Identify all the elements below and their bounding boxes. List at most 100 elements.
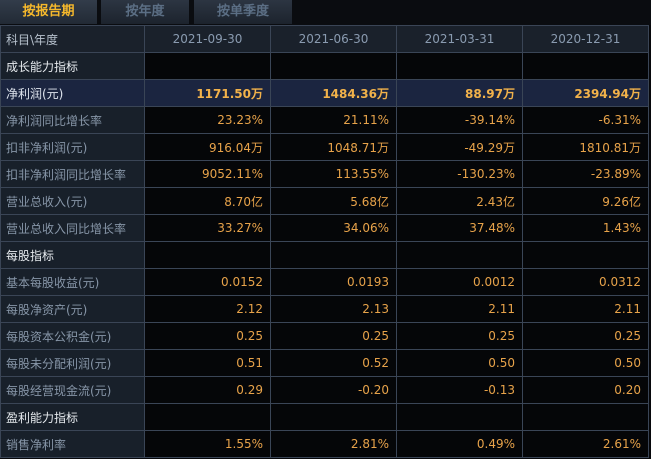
- cell-value: 88.97万: [396, 79, 523, 107]
- cell-value: -0.13: [396, 376, 523, 404]
- section-header-row: 成长能力指标: [0, 52, 649, 80]
- table-row[interactable]: 扣非净利润同比增长率 9052.11% 113.55% -130.23% -23.89%: [0, 160, 649, 188]
- cell-value: 0.51: [144, 349, 271, 377]
- cell-value: [396, 52, 523, 80]
- table-row[interactable]: 扣非净利润(元) 916.04万 1048.71万 -49.29万 1810.81万: [0, 133, 649, 161]
- cell-value: [396, 241, 523, 269]
- cell-value: 113.55%: [270, 160, 397, 188]
- cell-value: -130.23%: [396, 160, 523, 188]
- cell-value: -49.29万: [396, 133, 523, 161]
- cell-value: 0.49%: [396, 430, 523, 458]
- cell-value: 0.0193: [270, 268, 397, 296]
- table-row[interactable]: 营业总收入(元) 8.70亿 5.68亿 2.43亿 9.26亿: [0, 187, 649, 215]
- cell-value: 0.25: [396, 322, 523, 350]
- table-row[interactable]: 净利润同比增长率 23.23% 21.11% -39.14% -6.31%: [0, 106, 649, 134]
- cell-value: [144, 241, 271, 269]
- row-label: 成长能力指标: [0, 52, 145, 80]
- cell-value: 0.25: [144, 322, 271, 350]
- cell-value: 0.25: [270, 322, 397, 350]
- row-label: 销售净利率: [0, 430, 145, 458]
- cell-value: 33.27%: [144, 214, 271, 242]
- column-header-period[interactable]: 2020-12-31: [522, 25, 649, 53]
- table-row[interactable]: 营业总收入同比增长率 33.27% 34.06% 37.48% 1.43%: [0, 214, 649, 242]
- cell-value: 1171.50万: [144, 79, 271, 107]
- row-label: 每股净资产(元): [0, 295, 145, 323]
- cell-value: 2.11: [522, 295, 649, 323]
- table-row[interactable]: 销售净利率 1.55% 2.81% 0.49% 2.61%: [0, 430, 649, 458]
- row-label: 营业总收入(元): [0, 187, 145, 215]
- cell-value: 34.06%: [270, 214, 397, 242]
- table-row[interactable]: 基本每股收益(元) 0.0152 0.0193 0.0012 0.0312: [0, 268, 649, 296]
- section-header-row: 每股指标: [0, 241, 649, 269]
- tab-by-year[interactable]: 按年度: [101, 0, 189, 25]
- cell-value: 8.70亿: [144, 187, 271, 215]
- cell-value: 0.0012: [396, 268, 523, 296]
- cell-value: [396, 403, 523, 431]
- row-label: 每股未分配利润(元): [0, 349, 145, 377]
- column-header-period[interactable]: 2021-03-31: [396, 25, 523, 53]
- cell-value: 2.12: [144, 295, 271, 323]
- cell-value: 1810.81万: [522, 133, 649, 161]
- cell-value: 5.68亿: [270, 187, 397, 215]
- cell-value: [522, 241, 649, 269]
- column-header-period[interactable]: 2021-06-30: [270, 25, 397, 53]
- cell-value: 2.13: [270, 295, 397, 323]
- row-label: 基本每股收益(元): [0, 268, 145, 296]
- cell-value: [144, 52, 271, 80]
- cell-value: 23.23%: [144, 106, 271, 134]
- cell-value: [270, 241, 397, 269]
- cell-value: 1.55%: [144, 430, 271, 458]
- financial-indicators-table: 科目\年度 2021-09-30 2021-06-30 2021-03-31 2…: [0, 25, 649, 458]
- cell-value: 1.43%: [522, 214, 649, 242]
- table-row[interactable]: 每股净资产(元) 2.12 2.13 2.11 2.11: [0, 295, 649, 323]
- cell-value: 2394.94万: [522, 79, 649, 107]
- table-row[interactable]: 每股经营现金流(元) 0.29 -0.20 -0.13 0.20: [0, 376, 649, 404]
- row-label: 净利润(元): [0, 79, 145, 107]
- cell-value: -39.14%: [396, 106, 523, 134]
- cell-value: 9052.11%: [144, 160, 271, 188]
- table-row[interactable]: 每股资本公积金(元) 0.25 0.25 0.25 0.25: [0, 322, 649, 350]
- tab-by-report-period[interactable]: 按报告期: [0, 0, 97, 25]
- tab-by-quarter[interactable]: 按单季度: [194, 0, 292, 25]
- cell-value: 0.50: [522, 349, 649, 377]
- row-label: 盈利能力指标: [0, 403, 145, 431]
- row-label: 扣非净利润同比增长率: [0, 160, 145, 188]
- cell-value: 9.26亿: [522, 187, 649, 215]
- row-label: 净利润同比增长率: [0, 106, 145, 134]
- cell-value: 0.52: [270, 349, 397, 377]
- period-tabs: 按报告期 按年度 按单季度: [0, 0, 651, 25]
- cell-value: 0.50: [396, 349, 523, 377]
- cell-value: 0.0152: [144, 268, 271, 296]
- cell-value: 0.29: [144, 376, 271, 404]
- cell-value: 2.11: [396, 295, 523, 323]
- table-row[interactable]: 净利润(元) 1171.50万 1484.36万 88.97万 2394.94万: [0, 79, 649, 107]
- cell-value: [270, 52, 397, 80]
- cell-value: [522, 52, 649, 80]
- cell-value: 21.11%: [270, 106, 397, 134]
- table-header-row: 科目\年度 2021-09-30 2021-06-30 2021-03-31 2…: [0, 25, 649, 53]
- cell-value: 1048.71万: [270, 133, 397, 161]
- cell-value: 2.81%: [270, 430, 397, 458]
- cell-value: 916.04万: [144, 133, 271, 161]
- cell-value: -6.31%: [522, 106, 649, 134]
- cell-value: 0.25: [522, 322, 649, 350]
- row-label: 营业总收入同比增长率: [0, 214, 145, 242]
- cell-value: -23.89%: [522, 160, 649, 188]
- header-label: 科目\年度: [0, 25, 145, 53]
- row-label: 每股经营现金流(元): [0, 376, 145, 404]
- table-row[interactable]: 每股未分配利润(元) 0.51 0.52 0.50 0.50: [0, 349, 649, 377]
- section-header-row: 盈利能力指标: [0, 403, 649, 431]
- cell-value: [522, 403, 649, 431]
- cell-value: -0.20: [270, 376, 397, 404]
- cell-value: 0.20: [522, 376, 649, 404]
- cell-value: [144, 403, 271, 431]
- row-label: 每股指标: [0, 241, 145, 269]
- cell-value: [270, 403, 397, 431]
- cell-value: 2.61%: [522, 430, 649, 458]
- column-header-period[interactable]: 2021-09-30: [144, 25, 271, 53]
- cell-value: 37.48%: [396, 214, 523, 242]
- cell-value: 2.43亿: [396, 187, 523, 215]
- row-label: 每股资本公积金(元): [0, 322, 145, 350]
- cell-value: 1484.36万: [270, 79, 397, 107]
- row-label: 扣非净利润(元): [0, 133, 145, 161]
